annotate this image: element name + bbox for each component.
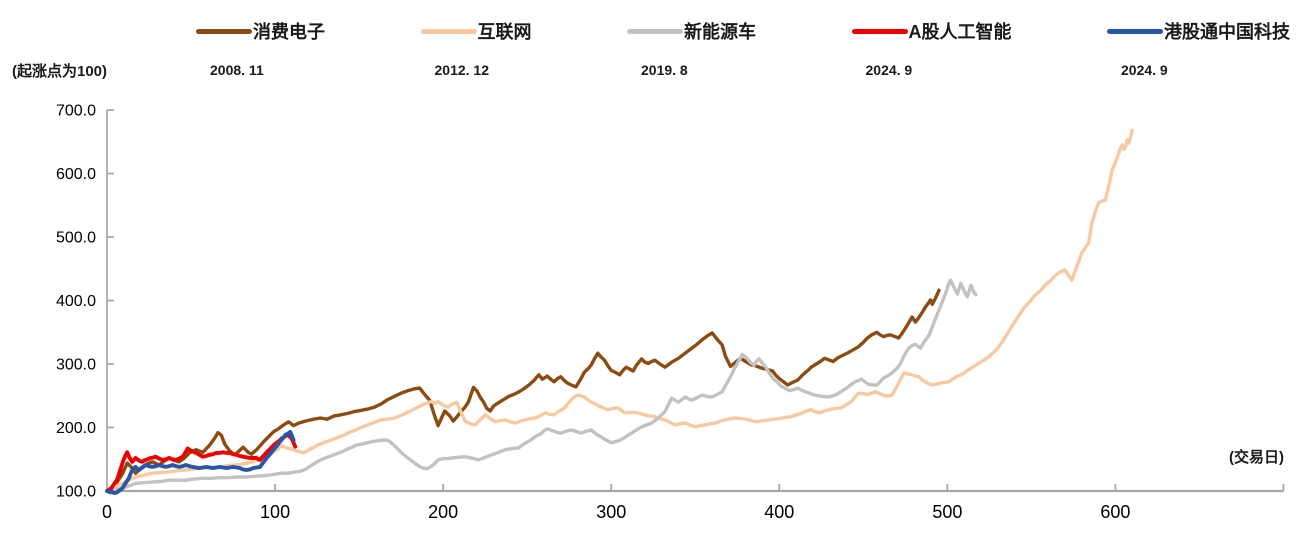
y-tick-label: 300.0 xyxy=(56,357,96,374)
y-tick-label: 100.0 xyxy=(56,484,96,501)
x-tick-label: 300 xyxy=(596,502,626,522)
legend-item-new-energy-vehicle: 新能源车 2019. 8 xyxy=(627,20,756,78)
legend-label: 新能源车 xyxy=(684,22,756,42)
legend-line-swatch-icon xyxy=(851,28,908,34)
x-tick-label: 200 xyxy=(428,502,458,522)
x-tick-label: 400 xyxy=(764,502,794,522)
legend-start-date: 2012. 12 xyxy=(434,62,490,78)
legend-line-swatch-icon xyxy=(627,28,683,34)
legend-line-swatch-icon xyxy=(1107,28,1163,34)
x-axis-title: (交易日) xyxy=(1229,449,1284,466)
legend-label: 港股通中国科技 xyxy=(1164,22,1290,42)
y-tick-label: 700.0 xyxy=(56,103,96,120)
legend-item-internet: 互联网 2012. 12 xyxy=(420,20,532,78)
legend-item-hk-connect-china-tech: 港股通中国科技 2024. 9 xyxy=(1107,20,1290,78)
legend-line-swatch-icon xyxy=(420,28,477,34)
x-tick-label: 500 xyxy=(932,502,962,522)
y-tick-label: 600.0 xyxy=(56,166,96,183)
legend-start-date: 2024. 9 xyxy=(865,62,913,78)
legend-label: 消费电子 xyxy=(253,22,325,42)
x-tick-label: 0 xyxy=(102,502,112,522)
y-axis-title: (起涨点为100) xyxy=(12,63,108,80)
legend-label: 互联网 xyxy=(477,22,532,42)
y-tick-label: 200.0 xyxy=(56,420,96,437)
series-line-3 xyxy=(105,433,298,493)
series-line-1 xyxy=(105,128,1134,493)
legend-start-date: 2008. 11 xyxy=(210,62,264,78)
series-line-0 xyxy=(105,288,941,493)
legend-start-date: 2019. 8 xyxy=(641,62,688,78)
legend-item-consumer-electronics: 消费电子 2008. 11 xyxy=(196,20,325,78)
x-tick-label: 100 xyxy=(260,502,290,522)
series-line-2 xyxy=(105,278,978,493)
legend-line-swatch-icon xyxy=(196,28,252,34)
x-tick-label: 600 xyxy=(1100,502,1130,522)
chart-legend: 消费电子 2008. 11 互联网 2012. 12 新能源车 2019. 8 … xyxy=(196,20,1290,78)
legend-start-date: 2024. 9 xyxy=(1121,62,1168,78)
y-tick-label: 500.0 xyxy=(56,230,96,247)
y-tick-label: 400.0 xyxy=(56,293,96,310)
legend-item-a-share-ai: A股人工智能 2024. 9 xyxy=(851,20,1012,78)
series-line-4 xyxy=(105,429,296,495)
legend-label: A股人工智能 xyxy=(908,22,1012,42)
